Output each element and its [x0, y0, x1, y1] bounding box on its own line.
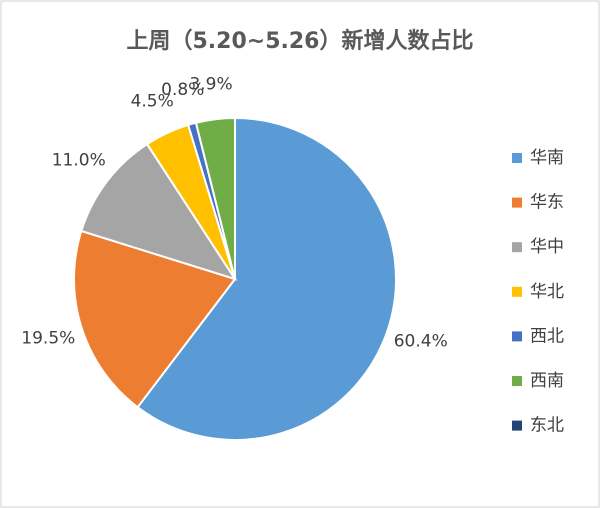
- data-label: 0.8%: [161, 80, 204, 100]
- pie-slice: [136, 116, 397, 441]
- data-label: 4.5%: [131, 91, 174, 111]
- legend-label: 西北: [530, 326, 564, 346]
- legend-swatch: [512, 242, 522, 253]
- chart-title: 上周（5.20~5.26）新增人数占比: [127, 28, 474, 54]
- legend-label: 西南: [530, 371, 564, 391]
- pie-slice: [80, 142, 238, 281]
- legend-swatch: [512, 420, 522, 431]
- legend-label: 华中: [530, 237, 564, 257]
- legend-swatch: [512, 376, 522, 386]
- legend-swatch: [512, 197, 522, 208]
- legend-label: 东北: [530, 416, 564, 436]
- data-label: 19.5%: [21, 329, 75, 349]
- legend-label: 华东: [530, 193, 564, 213]
- legend-swatch: [512, 331, 522, 342]
- legend-swatch: [512, 153, 522, 163]
- data-label: 3.9%: [189, 74, 232, 94]
- pie-slice: [73, 229, 237, 409]
- data-label: 11.0%: [52, 151, 106, 171]
- legend-label: 华北: [530, 282, 564, 302]
- legend-label: 华南: [530, 148, 564, 168]
- data-label: 60.4%: [394, 332, 448, 352]
- legend-swatch: [512, 286, 522, 297]
